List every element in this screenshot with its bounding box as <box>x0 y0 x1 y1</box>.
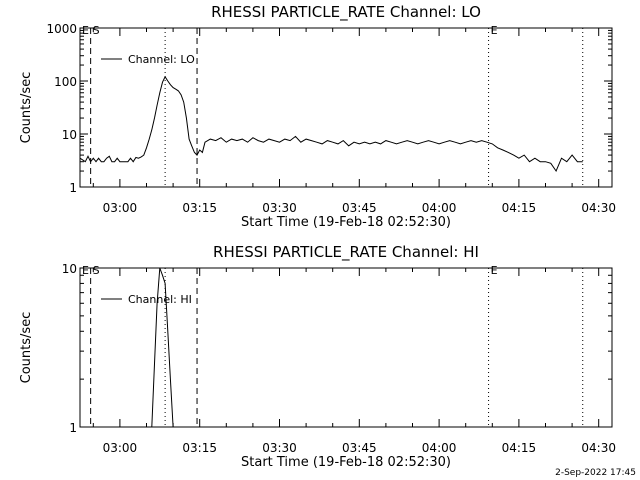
x-tick-label: 03:00 <box>103 201 138 215</box>
x-tick-label: 04:15 <box>502 441 537 455</box>
x-axis-label: Start Time (19-Feb-18 02:52:30) <box>241 455 451 470</box>
panel-lo: RHESSI PARTICLE_RATE Channel: LO Start Ti… <box>19 3 616 230</box>
x-axis-label: Start Time (19-Feb-18 02:52:30) <box>241 215 451 230</box>
chart-title: RHESSI PARTICLE_RATE Channel: LO <box>211 3 481 22</box>
chart-title: RHESSI PARTICLE_RATE Channel: HI <box>213 243 479 262</box>
x-tick-label: 03:00 <box>103 441 138 455</box>
x-tick-label: 03:45 <box>342 201 377 215</box>
marker-label: S <box>93 264 100 277</box>
y-tick-label: 10 <box>62 128 77 142</box>
x-tick-label: 04:00 <box>422 201 457 215</box>
marker-label: E <box>491 264 498 277</box>
x-tick-label: 03:15 <box>182 441 217 455</box>
x-tick-label: 04:15 <box>502 201 537 215</box>
y-tick-label: 100 <box>54 75 77 89</box>
y-axis-label: Counts/sec <box>19 312 34 384</box>
marker-label: E <box>82 24 89 37</box>
series-line <box>151 267 174 428</box>
x-tick-label: 03:30 <box>262 441 297 455</box>
timestamp: 2-Sep-2022 17:45 <box>555 468 636 478</box>
y-tick-label: 1000 <box>46 22 77 36</box>
y-tick-label: 1 <box>69 181 77 195</box>
x-tick-label: 03:30 <box>262 201 297 215</box>
x-tick-label: 04:30 <box>581 201 616 215</box>
panel-hi: RHESSI PARTICLE_RATE Channel: HI Start Ti… <box>19 243 616 470</box>
series-line <box>79 75 583 173</box>
marker-label: E <box>82 264 89 277</box>
x-tick-label: 03:45 <box>342 441 377 455</box>
x-tick-label: 03:15 <box>182 201 217 215</box>
marker-label: S <box>93 24 100 37</box>
x-tick-label: 04:00 <box>422 441 457 455</box>
y-axis-label: Counts/sec <box>19 72 34 144</box>
legend-label: Channel: HI <box>128 293 192 306</box>
plot-frame <box>79 27 613 188</box>
legend-label: Channel: LO <box>128 53 195 66</box>
y-tick-label: 1 <box>69 421 77 435</box>
y-tick-label: 10 <box>62 262 77 276</box>
plot-frame <box>79 267 613 428</box>
x-tick-label: 04:30 <box>581 441 616 455</box>
marker-label: E <box>491 24 498 37</box>
